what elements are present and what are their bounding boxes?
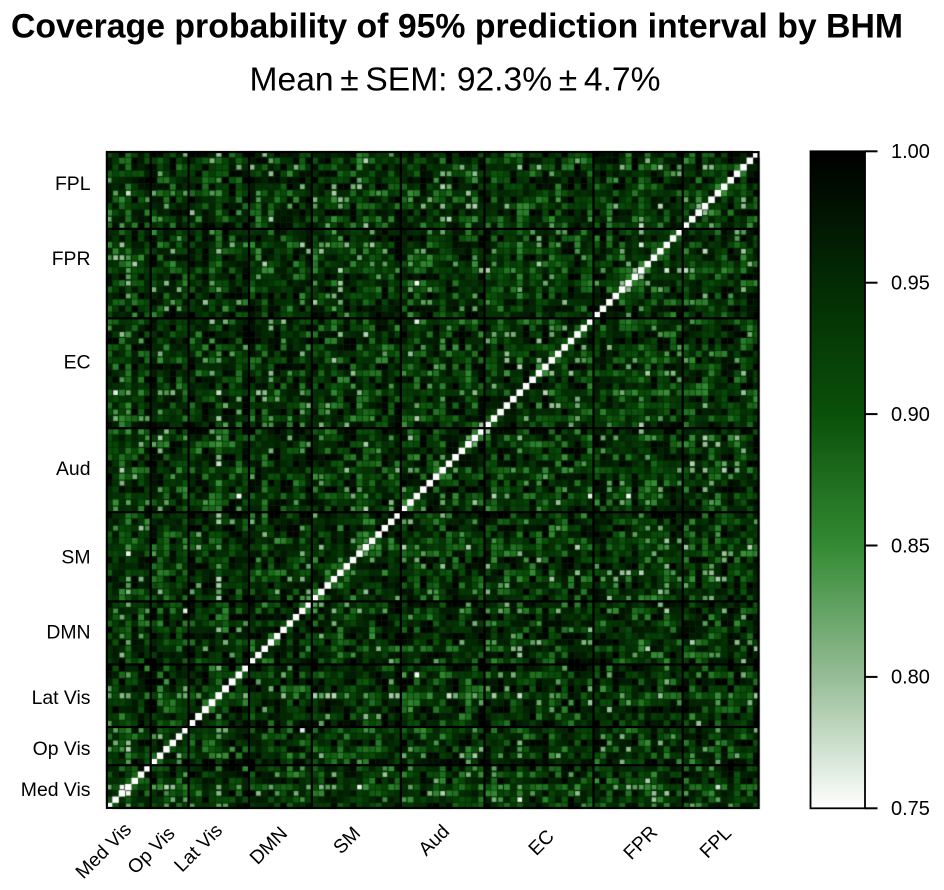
svg-text:0.80: 0.80 xyxy=(891,667,930,689)
svg-text:Med Vis: Med Vis xyxy=(21,779,91,801)
svg-text:EC: EC xyxy=(64,352,91,374)
svg-text:FPR: FPR xyxy=(52,248,91,270)
svg-text:Mean ± SEM: 92.3% ± 4.7%: Mean ± SEM: 92.3% ± 4.7% xyxy=(250,62,661,99)
svg-text:1.00: 1.00 xyxy=(891,141,930,163)
svg-text:FPR: FPR xyxy=(620,822,662,864)
svg-text:FPL: FPL xyxy=(55,173,91,195)
svg-text:0.75: 0.75 xyxy=(891,798,930,820)
svg-text:Op Vis: Op Vis xyxy=(33,738,91,760)
svg-text:SM: SM xyxy=(330,823,365,858)
svg-text:0.95: 0.95 xyxy=(891,273,930,295)
svg-text:Aud: Aud xyxy=(415,821,454,860)
svg-text:Aud: Aud xyxy=(56,458,91,480)
svg-text:Med Vis: Med Vis xyxy=(72,819,136,883)
svg-text:SM: SM xyxy=(61,547,90,569)
svg-text:DMN: DMN xyxy=(46,621,90,643)
svg-text:Lat Vis: Lat Vis xyxy=(171,820,227,876)
svg-text:FPL: FPL xyxy=(696,823,736,863)
svg-text:0.90: 0.90 xyxy=(891,404,930,426)
svg-text:Coverage probability of 95% pr: Coverage probability of 95% prediction i… xyxy=(11,8,903,46)
svg-text:DMN: DMN xyxy=(246,823,292,869)
svg-text:0.85: 0.85 xyxy=(891,535,930,557)
svg-text:Lat Vis: Lat Vis xyxy=(32,687,91,709)
svg-text:EC: EC xyxy=(525,826,559,860)
